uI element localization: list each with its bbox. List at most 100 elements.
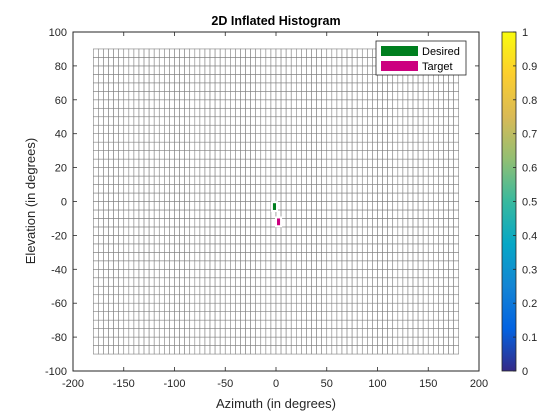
histogram-bin (301, 141, 307, 151)
histogram-bin (245, 268, 251, 279)
histogram-bin (265, 48, 272, 58)
histogram-bin (412, 226, 419, 236)
histogram-bin (128, 243, 135, 253)
histogram-bin (169, 235, 175, 245)
histogram-bin (417, 124, 424, 135)
histogram-bin (230, 336, 236, 346)
histogram-bin (295, 150, 302, 160)
histogram-bin (118, 107, 125, 118)
histogram-bin (377, 91, 383, 101)
histogram-bin (331, 260, 338, 270)
histogram-bin (433, 209, 439, 219)
histogram-bin (204, 167, 211, 177)
histogram-bin (174, 345, 180, 355)
histogram-bin (108, 252, 114, 262)
histogram-bin (174, 184, 180, 194)
histogram-bin (148, 82, 155, 92)
histogram-bin (412, 91, 419, 101)
histogram-bin (194, 175, 201, 185)
histogram-bin (265, 184, 272, 194)
histogram-bin (397, 243, 404, 253)
histogram-bin (113, 209, 119, 219)
histogram-bin (158, 319, 165, 329)
histogram-bin (255, 184, 262, 194)
histogram-bin (295, 294, 302, 304)
histogram-bin (123, 336, 130, 346)
histogram-bin (316, 133, 322, 143)
histogram-bin (184, 319, 191, 329)
histogram-bin (108, 345, 114, 355)
legend-swatch-desired (381, 46, 418, 56)
histogram-bin (260, 294, 267, 304)
histogram-bin (356, 167, 363, 177)
histogram-bin (417, 74, 424, 84)
histogram-bin (123, 48, 130, 58)
histogram-bin (204, 243, 211, 253)
histogram-bin (382, 175, 388, 185)
histogram-bin (260, 141, 267, 151)
histogram-bin (407, 285, 414, 296)
histogram-bin (311, 285, 317, 296)
colorbar-tick-label: 0.5 (522, 197, 537, 209)
histogram-bin (118, 302, 125, 312)
histogram-bin (133, 285, 140, 296)
histogram-bin (128, 158, 135, 168)
histogram-bin (372, 74, 378, 84)
histogram-bin (123, 150, 130, 160)
histogram-bin (214, 116, 221, 126)
histogram-bin (346, 201, 353, 211)
histogram-bin (336, 150, 343, 160)
histogram-bin (209, 74, 216, 84)
histogram-bin (189, 235, 196, 245)
histogram-bin (148, 336, 155, 346)
histogram-bin (331, 107, 338, 118)
histogram-bin (189, 345, 196, 355)
histogram-bin (280, 260, 287, 270)
histogram-bin (377, 74, 383, 84)
histogram-bin (108, 91, 114, 101)
histogram-bin (224, 336, 231, 346)
histogram-bin (285, 226, 292, 236)
histogram-bin (331, 345, 338, 355)
histogram-bin (219, 150, 226, 160)
histogram-bin (245, 277, 251, 287)
histogram-bin (295, 91, 302, 101)
histogram-bin (382, 141, 388, 151)
histogram-bin (275, 57, 282, 67)
histogram-bin (316, 218, 322, 228)
histogram-bin (372, 302, 378, 312)
histogram-bin (427, 116, 434, 126)
histogram-bin (179, 107, 185, 118)
histogram-bin (372, 268, 378, 279)
histogram-bin (245, 311, 251, 321)
histogram-bin (372, 336, 378, 346)
histogram-bin (336, 116, 343, 126)
histogram-bin (143, 302, 150, 312)
histogram-bin (422, 285, 429, 296)
histogram-bin (341, 277, 348, 287)
histogram-bin (230, 133, 236, 143)
histogram-bin (158, 268, 165, 279)
histogram-bin (158, 116, 165, 126)
histogram-bin (250, 57, 257, 67)
histogram-bin (245, 184, 251, 194)
histogram-bin (422, 218, 429, 228)
histogram-bin (351, 116, 358, 126)
histogram-bin (230, 167, 236, 177)
histogram-bin (433, 175, 439, 185)
histogram-bin (128, 192, 135, 202)
histogram-bin (336, 167, 343, 177)
histogram-bin (235, 319, 241, 329)
histogram-bin (118, 336, 125, 346)
histogram-bin (351, 150, 358, 160)
colorbar-tick-label: 0.2 (522, 298, 537, 310)
histogram-bin (235, 158, 241, 168)
histogram-bin (179, 285, 185, 296)
histogram-bin (361, 167, 368, 177)
histogram-bin (235, 99, 241, 109)
histogram-bin (412, 277, 419, 287)
histogram-bin (387, 294, 394, 304)
histogram-bin (427, 158, 434, 168)
histogram-bin (412, 133, 419, 143)
histogram-bin (153, 150, 160, 160)
